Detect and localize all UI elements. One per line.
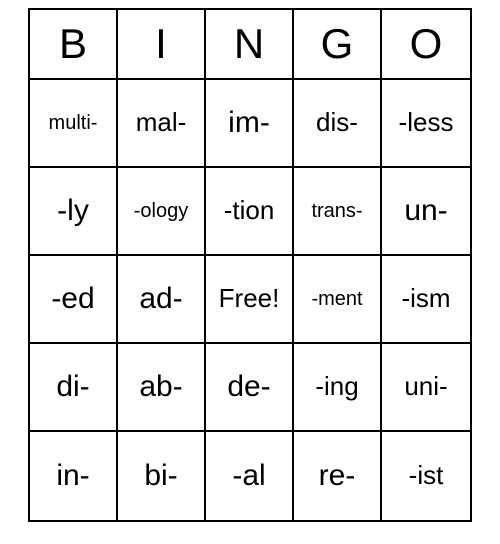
cell-4-4[interactable]: -ist	[382, 432, 470, 520]
cell-3-1[interactable]: ab-	[118, 344, 206, 432]
cell-3-3[interactable]: -ing	[294, 344, 382, 432]
header-o: O	[382, 10, 470, 80]
bingo-card: B I N G O multi- mal- im- dis- -less -ly…	[28, 8, 472, 522]
cell-2-1[interactable]: ad-	[118, 256, 206, 344]
header-g: G	[294, 10, 382, 80]
cell-4-3[interactable]: re-	[294, 432, 382, 520]
cell-2-0[interactable]: -ed	[30, 256, 118, 344]
cell-4-2[interactable]: -al	[206, 432, 294, 520]
cell-0-4[interactable]: -less	[382, 80, 470, 168]
cell-2-4[interactable]: -ism	[382, 256, 470, 344]
cell-0-3[interactable]: dis-	[294, 80, 382, 168]
cell-1-3[interactable]: trans-	[294, 168, 382, 256]
header-b: B	[30, 10, 118, 80]
cell-3-0[interactable]: di-	[30, 344, 118, 432]
cell-4-0[interactable]: in-	[30, 432, 118, 520]
cell-1-2[interactable]: -tion	[206, 168, 294, 256]
header-i: I	[118, 10, 206, 80]
cell-2-3[interactable]: -ment	[294, 256, 382, 344]
cell-3-2[interactable]: de-	[206, 344, 294, 432]
header-n: N	[206, 10, 294, 80]
cell-4-1[interactable]: bi-	[118, 432, 206, 520]
cell-0-2[interactable]: im-	[206, 80, 294, 168]
cell-3-4[interactable]: uni-	[382, 344, 470, 432]
cell-0-0[interactable]: multi-	[30, 80, 118, 168]
cell-2-2-free[interactable]: Free!	[206, 256, 294, 344]
cell-1-0[interactable]: -ly	[30, 168, 118, 256]
cell-0-1[interactable]: mal-	[118, 80, 206, 168]
cell-1-1[interactable]: -ology	[118, 168, 206, 256]
cell-1-4[interactable]: un-	[382, 168, 470, 256]
